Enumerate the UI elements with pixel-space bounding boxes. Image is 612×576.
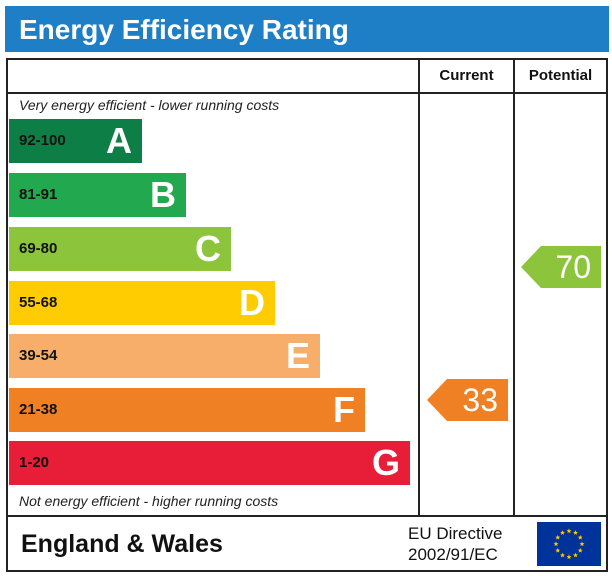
band-range: 21-38 — [19, 401, 58, 418]
star-icon — [579, 541, 585, 547]
divider-potential — [513, 58, 515, 516]
directive-line-2: 2002/91/EC — [408, 545, 498, 564]
star-icon — [553, 541, 559, 547]
region-label: England & Wales — [21, 530, 223, 558]
star-icon — [577, 547, 583, 553]
column-header-current: Current — [439, 67, 494, 84]
star-icon — [560, 552, 565, 558]
top-caption: Very energy efficient - lower running co… — [19, 97, 280, 113]
star-icon — [573, 552, 578, 558]
band-a: 92-100 A — [9, 119, 142, 163]
rating-frame — [6, 58, 608, 572]
bottom-caption: Not energy efficient - higher running co… — [19, 493, 279, 509]
band-d: 55-68 D — [9, 281, 275, 325]
star-icon — [555, 547, 561, 553]
column-header-potential: Potential — [528, 67, 593, 84]
band-e: 39-54 E — [9, 334, 320, 378]
page-title: Energy Efficiency Rating — [19, 14, 349, 45]
star-icon — [577, 534, 583, 540]
title-bar: Energy Efficiency Rating — [5, 6, 609, 52]
band-c: 69-80 C — [9, 227, 231, 271]
band-range: 39-54 — [19, 347, 58, 364]
flag-stars — [553, 528, 585, 560]
star-icon — [566, 554, 572, 560]
band-range: 69-80 — [19, 240, 58, 257]
band-range: 92-100 — [19, 132, 66, 149]
current-rating-arrow: 33 — [427, 379, 508, 421]
footer-divider — [6, 515, 608, 517]
divider-current — [418, 58, 420, 516]
potential-rating-value: 70 — [555, 249, 591, 285]
star-icon — [555, 534, 561, 540]
band-letter: B — [150, 174, 176, 215]
directive-line-1: EU Directive — [408, 524, 503, 543]
band-g: 1-20 G — [9, 441, 410, 485]
band-range: 55-68 — [19, 294, 58, 311]
band-letter: C — [195, 228, 221, 269]
band-letter: F — [333, 389, 355, 430]
band-b: 81-91 B — [9, 173, 186, 217]
eu-flag-icon — [537, 522, 601, 566]
current-rating-value: 33 — [462, 382, 498, 418]
header-divider — [6, 92, 608, 94]
band-range: 1-20 — [19, 454, 50, 471]
band-letter: G — [371, 442, 400, 483]
star-icon — [566, 528, 572, 534]
band-letter: A — [106, 120, 132, 161]
potential-rating-arrow: 70 — [521, 246, 601, 288]
potential-arrow-fill — [521, 246, 601, 288]
star-icon — [573, 530, 578, 535]
arrow-shape — [521, 246, 601, 288]
band-letter: D — [239, 282, 265, 323]
band-letter: E — [285, 335, 310, 376]
star-icon — [560, 530, 565, 535]
band-f: 21-38 F — [9, 388, 365, 432]
eu-directive: EU Directive 2002/91/EC — [408, 523, 530, 565]
arrow-shape — [427, 379, 508, 421]
current-arrow-fill — [427, 379, 508, 421]
band-range: 81-91 — [19, 186, 58, 203]
